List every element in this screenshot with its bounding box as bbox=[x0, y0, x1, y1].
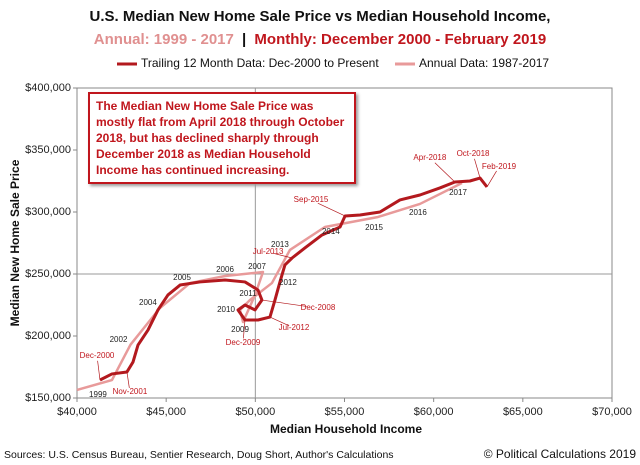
y-tick-label: $150,000 bbox=[25, 392, 71, 404]
point-label: 2006 bbox=[216, 265, 234, 274]
point-label: 1999 bbox=[89, 390, 107, 399]
x-tick-label: $55,000 bbox=[325, 406, 365, 418]
point-label: Sep-2015 bbox=[294, 195, 329, 204]
legend-label: Trailing 12 Month Data: Dec-2000 to Pres… bbox=[141, 56, 379, 70]
x-tick-label: $40,000 bbox=[57, 406, 97, 418]
y-tick-label: $400,000 bbox=[25, 82, 71, 94]
label-leader bbox=[434, 162, 456, 183]
label-leader bbox=[126, 371, 130, 389]
subtitle-separator: | bbox=[242, 31, 246, 48]
label-leader bbox=[97, 360, 101, 381]
legend-label: Annual Data: 1987-2017 bbox=[419, 56, 549, 70]
point-label: 2002 bbox=[110, 335, 128, 344]
point-label: 2007 bbox=[248, 262, 266, 271]
source: Sources: U.S. Census Bureau, Sentier Res… bbox=[4, 449, 394, 461]
point-label: Dec-2000 bbox=[80, 351, 115, 360]
y-axis-label: Median New Home Sale Price bbox=[8, 159, 22, 326]
point-label: Dec-2008 bbox=[301, 303, 336, 312]
chart-title: U.S. Median New Home Sale Price vs Media… bbox=[90, 8, 551, 25]
point-label: Jul-2013 bbox=[253, 247, 284, 256]
point-label: 2013 bbox=[271, 240, 289, 249]
chart-subtitle: Annual: 1999 - 2017 | Monthly: December … bbox=[94, 31, 546, 48]
point-label: Oct-2018 bbox=[457, 149, 490, 158]
point-label: 2004 bbox=[139, 298, 157, 307]
label-leader bbox=[486, 170, 497, 188]
x-axis-label: Median Household Income bbox=[270, 422, 422, 436]
point-label: 2017 bbox=[449, 188, 467, 197]
annotation: The Median New Home Sale Price was mostl… bbox=[88, 92, 356, 184]
label-leader bbox=[474, 158, 481, 179]
point-label: 2012 bbox=[279, 278, 297, 287]
series-line bbox=[99, 176, 489, 382]
credit: © Political Calculations 2019 bbox=[484, 447, 637, 461]
label-leader bbox=[317, 202, 346, 217]
x-tick-label: $65,000 bbox=[503, 406, 543, 418]
point-label: 2016 bbox=[409, 208, 427, 217]
label-leader bbox=[243, 319, 246, 339]
y-tick-label: $350,000 bbox=[25, 144, 71, 156]
point-label: 2009 bbox=[231, 325, 249, 334]
y-tick-label: $200,000 bbox=[25, 330, 71, 342]
y-tick-label: $250,000 bbox=[25, 268, 71, 280]
point-label: 2011 bbox=[239, 289, 257, 298]
point-label: Dec-2009 bbox=[226, 338, 261, 347]
label-leader bbox=[269, 316, 290, 327]
x-tick-label: $70,000 bbox=[592, 406, 632, 418]
x-tick-label: $60,000 bbox=[414, 406, 454, 418]
subtitle-monthly: Monthly: December 2000 - February 2019 bbox=[254, 31, 546, 48]
point-label: Feb-2019 bbox=[482, 162, 517, 171]
point-label: 2010 bbox=[217, 305, 235, 314]
label-leader bbox=[261, 299, 307, 307]
point-label: 2014 bbox=[322, 227, 340, 236]
label-leader bbox=[272, 252, 293, 259]
subtitle-annual: Annual: 1999 - 2017 bbox=[94, 31, 234, 48]
point-label: Nov-2001 bbox=[113, 387, 148, 396]
point-label: Jul-2012 bbox=[279, 323, 310, 332]
y-tick-label: $300,000 bbox=[25, 206, 71, 218]
point-label: 2005 bbox=[173, 273, 191, 282]
x-tick-label: $50,000 bbox=[235, 406, 275, 418]
point-label: 2015 bbox=[365, 223, 383, 232]
point-label: Apr-2018 bbox=[413, 153, 446, 162]
x-tick-label: $45,000 bbox=[146, 406, 186, 418]
